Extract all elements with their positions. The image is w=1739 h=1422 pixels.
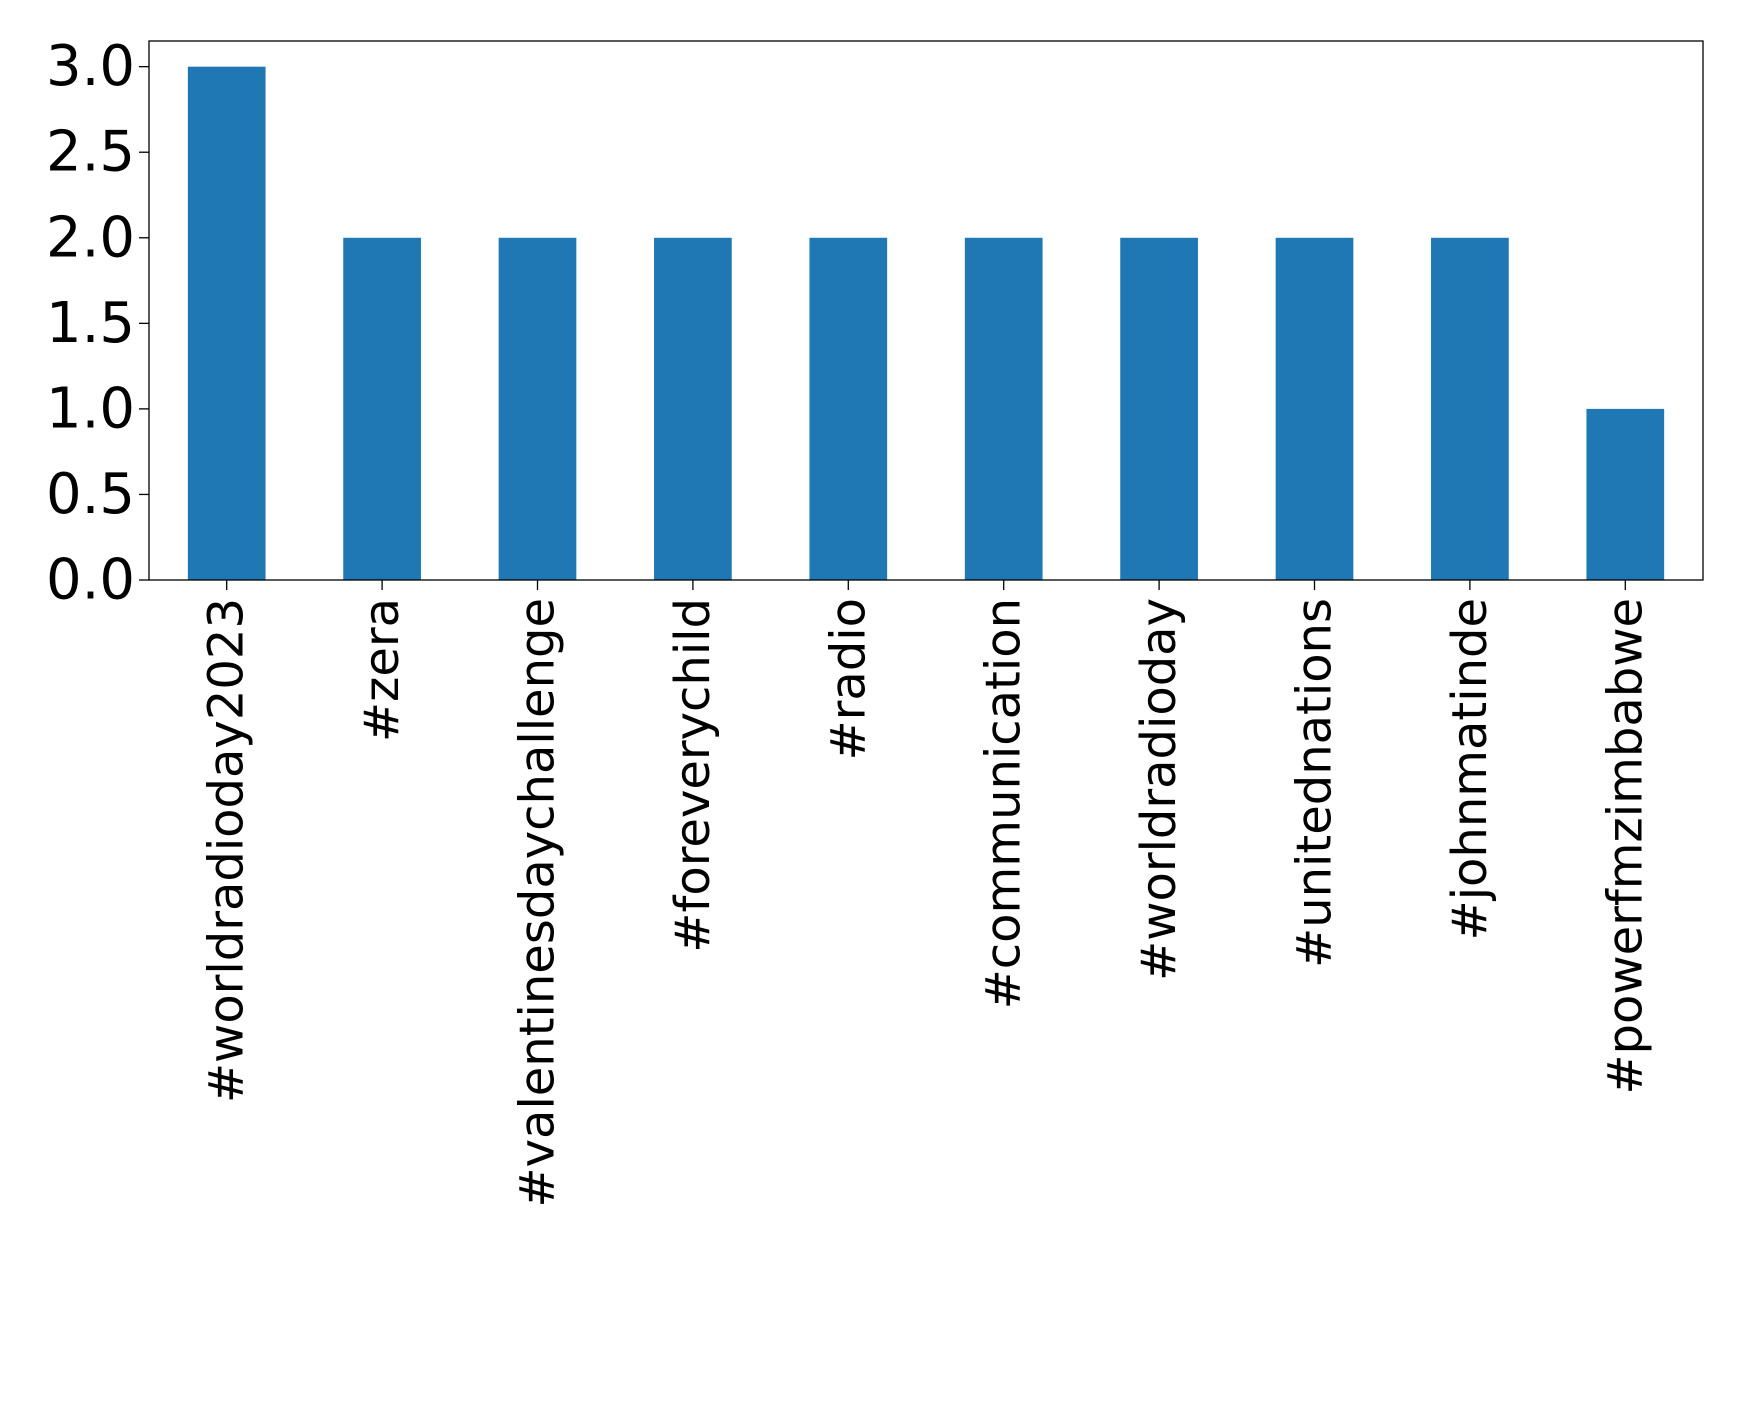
x-tick-label: #powerfmzimbabwe [1597,598,1653,1095]
y-tick-label: 3.0 [46,34,135,99]
x-tick-label: #worldradioday [1131,598,1187,981]
x-tick-label: #unitednations [1287,598,1343,968]
y-tick-label: 0.5 [46,462,135,527]
y-tick-label: 2.0 [46,205,135,270]
bar [343,237,421,580]
y-tick-label: 0.0 [46,548,135,613]
bar [964,237,1043,580]
bar [498,237,577,580]
x-tick-label: #foreverychild [665,598,721,953]
bar [187,66,266,580]
x-tick-label: #communication [976,598,1032,1009]
bar [1120,237,1198,580]
bar [809,237,888,580]
x-tick-label: #zera [354,598,410,742]
y-tick-label: 1.5 [46,291,135,356]
y-tick-label: 2.5 [46,120,135,185]
bar [1431,237,1509,580]
x-tick-label: #valentinesdaychallenge [510,598,566,1208]
x-tick-label: #johnmatinde [1442,598,1498,941]
bar [1275,237,1354,580]
plot-frame [148,40,1704,581]
y-axis: 0.0 0.5 1.0 1.5 2.0 2.5 3.0 [46,34,149,613]
bars-group [187,66,1665,580]
x-tick-label: #worldradioday2023 [199,598,255,1103]
y-tick-label: 1.0 [46,376,135,441]
bar [1586,408,1665,580]
x-axis: #worldradioday2023 #zera #valentinesdaycha… [199,580,1653,1208]
x-tick-label: #radio [820,598,876,761]
bar [654,237,732,580]
